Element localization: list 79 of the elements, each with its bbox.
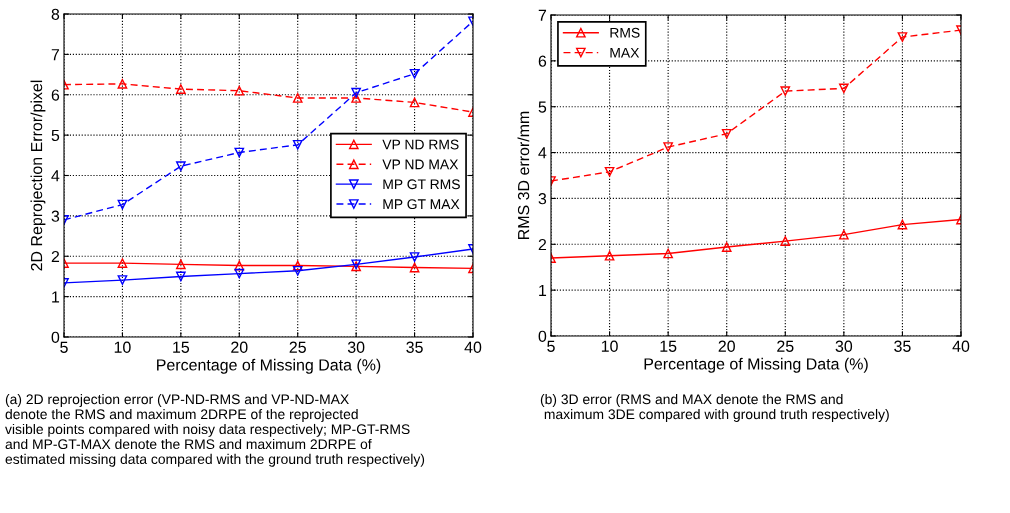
y-tick-label: 6 [51, 89, 60, 101]
point [175, 161, 186, 172]
y-tick-label: 7 [51, 49, 60, 61]
x-axis-title: Percentage of Missing Data (%) [644, 357, 868, 373]
point [838, 229, 849, 240]
y-tick-label: 1 [52, 291, 60, 303]
y-tick-label: 1 [539, 284, 547, 296]
point [897, 219, 908, 230]
y-tick-label: 2 [51, 250, 60, 263]
x-tick-label: 10 [114, 341, 131, 353]
point [234, 147, 245, 158]
legend-label: VP ND MAX [382, 159, 459, 170]
point [721, 128, 732, 139]
x-tick-label: 25 [289, 341, 306, 353]
point [604, 166, 615, 177]
x-tick-label: 15 [660, 340, 677, 352]
legend-label: VP ND RMS [382, 139, 459, 150]
text: (a) 2D reprojection error (VP-ND-RMS and VP-ND-MAX denote the RMS and maximum 2DRPE of the reprojected visible points compared with noisy data respectively; MP-GT-RMS and MP-GT-MAX denote the RMS and maximum 2DRPE of estimated missing data compared with the ground truth respectively) [5, 394, 425, 467]
point [292, 93, 303, 103]
y-tick-label: 3 [538, 193, 547, 205]
y-tick-label: 3 [51, 210, 60, 222]
point [604, 250, 615, 261]
y-tick-label: 0 [538, 330, 547, 342]
x-tick-label: 40 [464, 341, 482, 353]
point [117, 78, 128, 89]
point [838, 83, 849, 94]
text: (b) 3D error (RMS and MAX denote the RMS and maximum 3DE compared with ground truth respectively) [540, 394, 889, 422]
x-tick-label: 20 [231, 341, 248, 353]
x-tick-label: 5 [547, 340, 555, 352]
x-axis-title: Percentage of Missing Data (%) [157, 358, 381, 374]
x-tick-label: 20 [718, 340, 735, 352]
legend-label: MP GT MAX [383, 199, 460, 210]
point [234, 260, 245, 271]
legend-label: MP GT RMS [383, 179, 460, 190]
x-tick-label: 5 [60, 341, 68, 353]
y-axis-title: 2D Reprojection Error/pixel [30, 80, 46, 271]
y-tick-label: 5 [51, 129, 60, 142]
point [409, 68, 420, 79]
point [663, 142, 674, 152]
x-tick-label: 35 [894, 340, 911, 352]
y-tick-label: 4 [51, 170, 60, 182]
point [175, 259, 186, 270]
point [721, 242, 732, 252]
point [234, 85, 245, 96]
point [175, 84, 186, 94]
y-tick-label: 4 [538, 147, 547, 159]
point [292, 139, 303, 150]
point [175, 271, 186, 282]
x-tick-label: 15 [173, 341, 190, 353]
y-tick-label: 6 [538, 55, 547, 67]
point [351, 87, 362, 98]
point [292, 260, 303, 271]
point [897, 32, 908, 42]
x-tick-label: 30 [835, 340, 853, 352]
x-tick-label: 30 [347, 341, 365, 353]
point [117, 258, 128, 268]
point [409, 252, 420, 262]
x-tick-label: 40 [952, 340, 970, 352]
point [780, 236, 791, 246]
point [780, 86, 791, 96]
x-tick-label: 10 [601, 340, 618, 352]
x-tick-label: 35 [406, 341, 423, 353]
y-tick-label: 8 [51, 8, 60, 20]
y-tick-label: 0 [51, 331, 60, 343]
point [409, 262, 420, 273]
point [292, 265, 303, 276]
point [117, 275, 128, 285]
point [409, 97, 420, 108]
y-tick-label: 5 [538, 101, 547, 113]
y-tick-label: 2 [538, 238, 547, 251]
point [663, 248, 674, 259]
y-tick-label: 7 [538, 9, 547, 21]
legend-label: MAX [610, 47, 640, 58]
point [117, 199, 128, 210]
x-tick-label: 25 [777, 340, 794, 352]
legend-label: RMS [610, 27, 640, 38]
y-axis-title: RMS 3D error/mm [517, 111, 530, 239]
point [234, 268, 245, 279]
point [351, 93, 362, 103]
